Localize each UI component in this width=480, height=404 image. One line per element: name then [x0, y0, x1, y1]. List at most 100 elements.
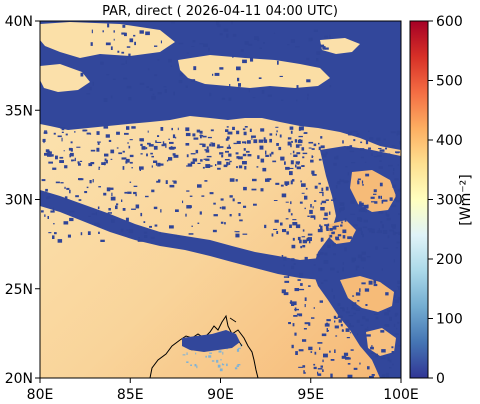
cloud-speckle: [391, 145, 396, 148]
cloud-speckle: [357, 180, 359, 182]
cloud-speckle: [96, 147, 100, 152]
cloud-speckle: [292, 237, 295, 241]
cloud-speckle: [359, 201, 362, 203]
cloud-speckle: [48, 161, 53, 164]
cloud-speckle: [117, 50, 120, 53]
cloud-speckle: [59, 160, 64, 163]
cloud-speckle: [208, 165, 213, 167]
cloud-speckle: [104, 153, 109, 157]
cloud-speckle: [382, 374, 386, 377]
cloud-speckle: [317, 342, 323, 344]
cloud-speckle: [298, 126, 304, 131]
cloud-speckle: [103, 192, 107, 196]
cloud-speckle: [314, 200, 317, 202]
cloud-speckle: [371, 374, 375, 376]
cloud-speckle: [218, 350, 222, 353]
cloud-speckle: [289, 126, 294, 130]
cloud-speckle: [44, 214, 46, 217]
cloud-speckle: [398, 345, 401, 347]
cloud-speckle: [326, 319, 331, 322]
cloud-speckle: [349, 150, 355, 153]
cloud-speckle: [202, 135, 207, 138]
cloud-speckle: [281, 289, 286, 294]
cloud-speckle: [88, 215, 91, 217]
cloud-speckle: [336, 155, 339, 160]
cloud-speckle: [369, 375, 374, 378]
cloud-speckle: [313, 143, 317, 147]
cloud-speckle: [387, 310, 391, 312]
cloud-speckle: [387, 235, 390, 239]
cloud-speckle: [314, 351, 317, 355]
cloud-speckle: [205, 158, 210, 161]
cloud-speckle: [342, 140, 344, 144]
cloud-speckle: [326, 328, 328, 332]
cloud-speckle: [52, 207, 54, 212]
cloud-speckle: [248, 89, 250, 93]
cloud-speckle: [301, 147, 305, 151]
cloud-speckle: [312, 174, 317, 176]
cloud-speckle: [193, 137, 199, 140]
cloud-speckle: [355, 308, 360, 311]
cloud-speckle: [337, 181, 341, 185]
cloud-speckle: [394, 294, 396, 298]
cloud-speckle: [345, 356, 350, 360]
cloud-speckle: [378, 148, 382, 149]
cloud-speckle: [50, 210, 55, 213]
cloud-speckle: [97, 206, 100, 210]
cloud-speckle: [301, 192, 305, 194]
cloud-speckle: [285, 218, 289, 220]
cloud-speckle: [131, 208, 136, 210]
cloud-speckle: [105, 159, 108, 164]
cloud-speckle: [361, 282, 366, 285]
cloud-speckle: [125, 60, 127, 64]
cloud-speckle: [351, 305, 354, 309]
cloud-speckle: [126, 46, 131, 48]
cloud-speckle: [337, 315, 343, 319]
cloud-speckle: [380, 221, 383, 224]
cloud-speckle: [235, 152, 239, 155]
clear-patch-north-4: [40, 64, 90, 92]
cloud-speckle: [324, 47, 329, 50]
cloud-speckle: [294, 332, 297, 336]
cloud-speckle: [224, 222, 226, 225]
cloud-speckle: [290, 213, 293, 216]
cloud-speckle: [247, 154, 252, 157]
cloud-speckle: [292, 150, 295, 154]
cloud-speckle: [294, 139, 297, 143]
cloud-speckle: [389, 367, 392, 369]
cloud-speckle: [394, 198, 397, 201]
cloud-speckle: [272, 160, 277, 163]
cloud-speckle: [350, 200, 355, 204]
cloud-speckle: [312, 206, 314, 209]
cloud-speckle: [109, 187, 114, 190]
cloud-speckle: [347, 172, 349, 176]
cloud-speckle: [234, 230, 236, 233]
cloud-speckle: [186, 52, 189, 54]
cloud-speckle: [168, 58, 172, 63]
cloud-speckle: [373, 189, 377, 193]
cloud-speckle: [365, 210, 367, 213]
cloud-speckle: [389, 316, 392, 321]
cloud-speckle: [359, 362, 361, 365]
cloud-speckle: [188, 205, 192, 208]
cloud-speckle: [236, 348, 240, 352]
cloud-speckle: [65, 133, 68, 136]
cloud-speckle: [320, 145, 325, 149]
cloud-speckle: [289, 167, 294, 169]
cloud-speckle: [296, 166, 301, 170]
cloud-speckle: [147, 68, 150, 71]
cloud-speckle: [128, 97, 132, 101]
cloud-speckle: [215, 164, 217, 166]
cloud-speckle: [71, 159, 75, 162]
cloud-speckle: [285, 201, 289, 203]
cloud-speckle: [44, 152, 49, 156]
cloud-speckle: [329, 234, 333, 238]
cloud-speckle: [337, 234, 342, 237]
cloud-speckle: [144, 235, 148, 238]
cloud-speckle: [219, 67, 224, 70]
cloud-speckle: [364, 161, 367, 163]
cloud-speckle: [199, 43, 204, 45]
cloud-speckle: [338, 319, 342, 323]
cloud-speckle: [290, 143, 292, 148]
